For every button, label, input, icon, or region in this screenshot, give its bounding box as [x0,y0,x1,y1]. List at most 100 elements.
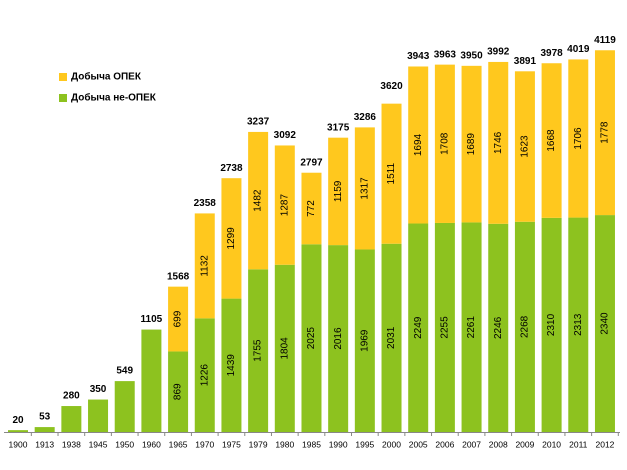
bar-segment [354,249,375,432]
bar-segment [168,286,189,352]
bar-segment [594,50,615,216]
bar-segment [488,223,509,432]
bar-segment [381,103,402,244]
value-label: 2025 [306,327,317,350]
value-label: 1689 [466,133,477,156]
total-label: 3237 [247,117,270,128]
bar-segment [301,172,322,245]
bar-segment [461,222,482,432]
x-tick-label: 1980 [275,439,294,449]
total-label: 3992 [487,47,510,58]
total-label: 3092 [274,130,297,141]
bar-segment [194,213,215,319]
x-tick-label: 2009 [515,439,534,449]
bar-segment [141,329,162,432]
bar-segment [568,59,589,218]
bar-segment [408,223,429,432]
bar-segment [328,137,349,246]
x-tick-label: 2006 [435,439,454,449]
value-label: 2016 [333,327,344,350]
bar-segment [221,298,242,432]
value-label: 1159 [333,180,344,202]
value-label: 1623 [520,135,531,158]
value-label: 2310 [546,313,557,336]
bar-segment [408,66,429,224]
bar-segment [194,318,215,432]
x-tick-label: 2008 [489,439,508,449]
value-label: 2031 [386,326,397,349]
total-label: 549 [116,366,133,377]
total-label: 1568 [167,271,190,282]
total-label: 3950 [460,50,483,61]
value-label: 1778 [600,121,611,144]
value-label: 772 [306,200,317,217]
total-label: 2797 [300,157,323,168]
x-tick-label: 1938 [62,439,81,449]
bar-segment [488,61,509,224]
x-tick-label: 2005 [409,439,428,449]
total-label: 1105 [141,314,163,325]
x-tick-label: 2012 [595,439,614,449]
total-label: 3943 [407,51,430,62]
value-label: 1287 [279,194,290,217]
legend-label: Добыча не-ОПЕК [71,92,157,104]
total-label: 4119 [594,35,616,46]
total-label: 2358 [194,198,217,209]
value-label: 1299 [226,227,237,250]
x-tick-label: 1990 [329,439,348,449]
x-tick-label: 1979 [249,439,268,449]
value-label: 2255 [440,316,451,339]
x-tick-label: 1950 [115,439,134,449]
bar-segment [114,381,135,432]
bar-segment [61,406,82,432]
x-tick-label: 2011 [569,439,588,449]
bar-segment [461,65,482,223]
value-label: 2246 [493,316,504,339]
value-label: 1668 [546,129,557,152]
bar-segment [434,222,455,432]
bar-segment [8,430,28,432]
legend-label: Добыча ОПЕК [71,71,142,83]
x-tick-label: 1985 [302,439,321,449]
total-label: 20 [12,415,24,426]
total-label: 4019 [567,44,590,55]
bar-segment [88,399,109,432]
value-label: 2268 [520,315,531,338]
bar-segment [274,145,295,265]
x-tick-label: 1900 [9,439,28,449]
value-label: 2340 [600,312,611,335]
total-label: 2738 [220,163,243,174]
value-label: 1706 [573,127,584,150]
bar-segment [328,245,349,432]
x-tick-label: 1945 [89,439,108,449]
bar-segment [248,269,269,432]
x-tick-label: 2000 [382,439,401,449]
bar-segment [301,244,322,432]
x-tick-label: 1970 [195,439,214,449]
total-label: 3286 [354,112,377,123]
bar-segment [248,131,269,270]
bar-segment [354,127,375,250]
value-label: 1708 [440,132,451,155]
total-label: 3620 [380,81,403,92]
x-tick-label: 1995 [355,439,374,449]
x-tick-label: 2007 [462,439,481,449]
value-label: 869 [173,383,184,400]
value-label: 1482 [253,189,264,212]
value-label: 1969 [359,329,370,352]
value-label: 2313 [573,313,584,336]
value-label: 1132 [199,255,210,277]
total-label: 280 [63,391,80,402]
total-label: 53 [39,412,51,423]
x-tick-label: 2010 [542,439,561,449]
x-tick-label: 1965 [169,439,188,449]
value-label: 699 [173,310,184,327]
bar-segment [381,243,402,432]
legend-swatch [59,94,67,102]
bar-segment [568,217,589,432]
bar-segment [541,217,562,432]
bar-segment [514,71,535,222]
value-label: 1226 [199,364,210,387]
x-tick-label: 1960 [142,439,161,449]
bar-segment [434,64,455,223]
